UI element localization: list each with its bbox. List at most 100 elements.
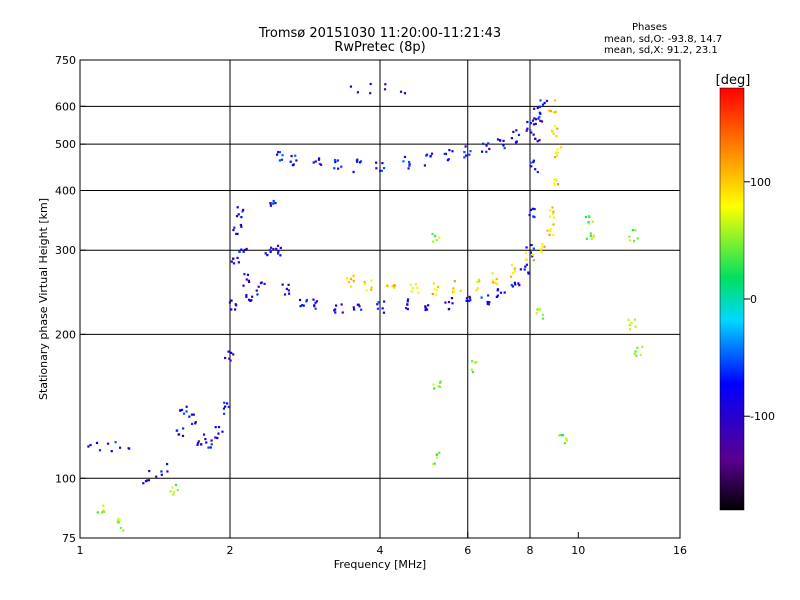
data-point (194, 422, 197, 425)
data-point (628, 323, 631, 327)
data-point (487, 294, 490, 297)
data-point (584, 215, 588, 219)
data-point (437, 385, 440, 388)
data-point (128, 447, 131, 450)
data-point (591, 220, 594, 223)
data-point (494, 281, 497, 284)
colorbar-ticks: 100 0 -100 (744, 176, 775, 423)
data-point (379, 169, 382, 173)
data-point (641, 345, 644, 348)
data-point (628, 239, 632, 242)
data-point (408, 164, 411, 167)
colorbar (719, 87, 745, 511)
y-tick-label: 600 (55, 100, 76, 113)
data-point (633, 352, 636, 356)
data-point (538, 115, 541, 119)
y-tick-label: 750 (55, 54, 76, 67)
data-point (232, 353, 235, 356)
data-point (349, 285, 353, 288)
data-point (236, 206, 239, 209)
data-point (589, 234, 592, 237)
data-point (142, 482, 145, 485)
data-point (205, 441, 208, 444)
phases-mean-o: mean, sd,O: -93.8, 14.7 (604, 34, 723, 45)
data-point (541, 103, 545, 106)
data-point (229, 359, 232, 362)
data-point (376, 303, 379, 306)
data-point (431, 232, 434, 236)
data-point (468, 295, 471, 299)
data-point (452, 290, 456, 294)
data-point (393, 284, 396, 287)
data-point (519, 268, 522, 271)
data-point (553, 156, 556, 159)
data-point (225, 402, 229, 405)
data-point (533, 107, 536, 110)
data-point (530, 131, 533, 134)
data-point (532, 123, 536, 126)
y-tick-label: 75 (62, 532, 76, 545)
chart-title: Tromsø 20151030 11:20:00-11:21:43 (258, 26, 502, 41)
data-point (517, 282, 520, 285)
data-point (174, 483, 178, 486)
data-point (525, 246, 528, 249)
data-point (552, 210, 555, 213)
data-point (533, 117, 536, 120)
data-point (553, 99, 557, 102)
data-point (242, 208, 245, 211)
data-point (87, 445, 90, 448)
data-point (526, 127, 529, 130)
data-point (439, 380, 442, 383)
data-point (529, 121, 532, 125)
data-point (540, 120, 544, 123)
data-point (281, 283, 284, 286)
data-point (555, 179, 558, 182)
data-point (565, 437, 568, 440)
data-point (369, 82, 372, 86)
data-point (529, 161, 532, 164)
phases-mean-x: mean, sd,X: 91.2, 23.1 (604, 45, 718, 56)
data-point (375, 167, 378, 170)
colorbar-label: [deg] (716, 73, 751, 88)
data-point (251, 295, 254, 298)
data-point (416, 286, 419, 289)
data-point (453, 280, 456, 283)
data-point (269, 202, 272, 205)
data-point (314, 307, 317, 310)
data-point (355, 159, 359, 162)
data-point (117, 518, 120, 521)
data-point (430, 152, 434, 155)
data-point (270, 246, 273, 249)
y-axis-ticks: 75 100 200 300 400 500 600 750 (55, 54, 86, 545)
data-point (377, 301, 380, 304)
data-point (272, 202, 275, 205)
data-point (636, 346, 639, 349)
data-point (474, 361, 477, 364)
data-point (363, 280, 366, 284)
data-point (182, 412, 186, 415)
data-point (402, 160, 405, 163)
data-point (352, 279, 355, 283)
data-point (555, 134, 558, 138)
data-point (302, 304, 305, 307)
data-point (312, 298, 315, 301)
data-point (227, 405, 230, 408)
data-point (476, 286, 479, 290)
data-point (465, 297, 469, 300)
data-point (352, 170, 355, 174)
data-point (541, 245, 544, 248)
data-point (435, 238, 438, 242)
data-point (553, 216, 556, 219)
scatter-points (87, 82, 644, 532)
data-point (275, 153, 279, 156)
x-tick-label: 1 (77, 544, 84, 557)
data-point (349, 277, 353, 281)
data-point (431, 292, 434, 296)
data-point (358, 305, 361, 308)
data-point (188, 415, 191, 418)
data-point (209, 446, 212, 449)
data-point (548, 215, 552, 218)
data-point (590, 237, 593, 240)
data-point (530, 243, 533, 247)
data-point (247, 279, 250, 282)
